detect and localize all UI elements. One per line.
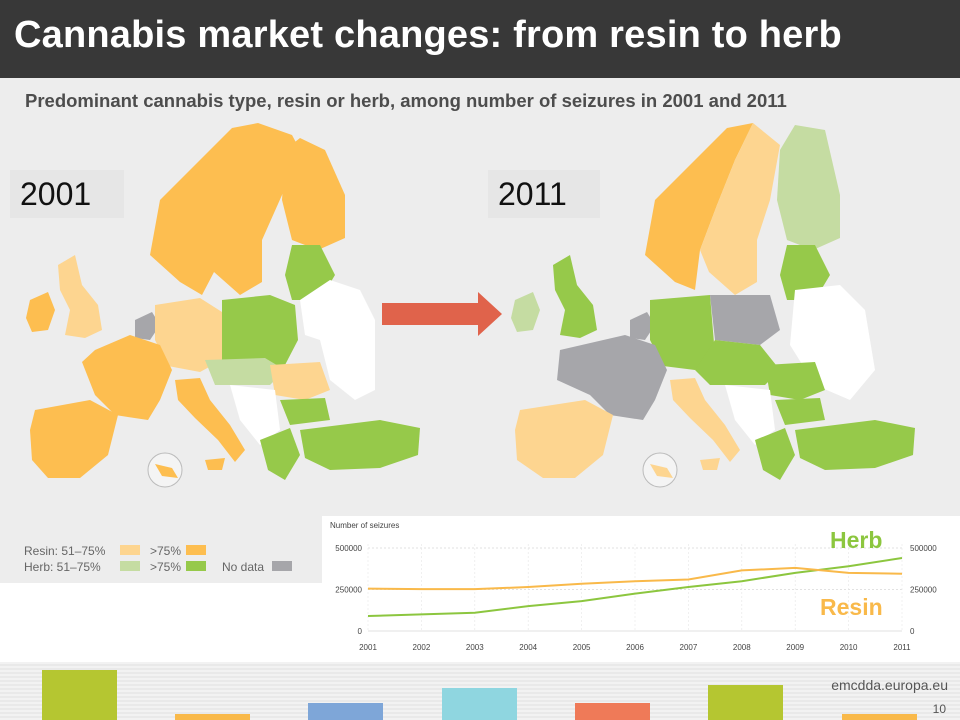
chart-title: Number of seizures xyxy=(330,521,399,530)
title-bar: Cannabis market changes: from resin to h… xyxy=(0,0,960,78)
legend-resin-gt75-label: >75% xyxy=(150,544,182,558)
map-2011-germany xyxy=(650,295,715,370)
map-2001-benelux xyxy=(135,312,160,340)
map-2001-ireland xyxy=(26,292,55,332)
series-line-resin xyxy=(367,566,903,591)
map-2001-balkans xyxy=(230,385,280,445)
x-tick-label: 2011 xyxy=(893,643,911,652)
footer-bar-cyan xyxy=(442,688,517,720)
page-number: 10 xyxy=(932,702,946,716)
x-tick-label: 2008 xyxy=(733,643,751,652)
year-label-2001: 2001 xyxy=(20,176,92,212)
x-tick-label: 2010 xyxy=(840,643,858,652)
year-label-2011: 2011 xyxy=(498,176,567,212)
map-2011-benelux xyxy=(630,312,655,340)
map-2001-uk xyxy=(58,255,102,338)
legend-resin-label: Resin: 51–75% xyxy=(24,544,106,558)
map-2011-norway xyxy=(645,123,753,290)
map-2001-east-non-eu xyxy=(300,280,375,400)
footer-bar-green-1 xyxy=(42,670,117,720)
map-2011-finland xyxy=(777,125,840,250)
legend-herb-gt75-label: >75% xyxy=(150,560,182,574)
y-tick-left: 250000 xyxy=(335,586,362,595)
y-tick-right: 0 xyxy=(910,627,915,636)
footer-bar-blue xyxy=(308,703,383,720)
y-tick-right: 250000 xyxy=(910,586,937,595)
right-arrow-icon xyxy=(382,292,502,336)
map-2011 xyxy=(511,123,915,488)
map-2011-iberia xyxy=(515,400,613,478)
map-2001-central-europe xyxy=(222,295,298,368)
map-2011-romania xyxy=(765,362,825,400)
x-tick-label: 2009 xyxy=(786,643,804,652)
x-tick-label: 2001 xyxy=(359,643,377,652)
map-2011-sweden xyxy=(700,123,780,295)
x-tick-label: 2007 xyxy=(680,643,698,652)
map-2001-austria-hungary xyxy=(205,358,285,385)
legend-herb-gt75-swatch xyxy=(186,561,206,571)
map-2011-uk xyxy=(553,255,597,338)
y-tick-left: 0 xyxy=(358,627,363,636)
map-2011-greece xyxy=(755,428,795,480)
legend-resin-gt75-swatch xyxy=(186,545,206,555)
website-link[interactable]: emcdda.europa.eu xyxy=(831,677,948,693)
footer-bar-red xyxy=(575,703,650,720)
map-2001-finland xyxy=(282,138,345,250)
map-2001-turkey xyxy=(300,420,420,470)
map-2001-germany xyxy=(155,298,222,372)
x-tick-label: 2004 xyxy=(519,643,537,652)
map-2001-sicily xyxy=(205,458,225,470)
legend-no-data-swatch xyxy=(272,561,292,571)
map-2011-italy xyxy=(670,378,740,462)
x-tick-label: 2006 xyxy=(626,643,644,652)
seizures-line-chart: Number of seizures 500000 500000 250000 2500… xyxy=(322,516,960,661)
map-2001-romania xyxy=(270,362,330,400)
map-2001-greece xyxy=(260,428,300,480)
year-label-2001-box: 2001 xyxy=(10,170,124,218)
footer-bar-yellow-1 xyxy=(175,714,250,720)
map-2011-turkey xyxy=(795,420,915,470)
x-tick-label: 2005 xyxy=(573,643,591,652)
legend-herb-51-75-swatch xyxy=(120,561,140,571)
footer-bar-green-2 xyxy=(708,685,783,720)
map-2001-bulgaria xyxy=(280,398,330,425)
map-2011-balkans xyxy=(725,385,775,445)
map-2001-scandinavia xyxy=(150,123,300,295)
map-2001-france xyxy=(82,335,172,420)
x-tick-label: 2002 xyxy=(413,643,431,652)
footer-bar-yellow-2 xyxy=(842,714,917,720)
map-2011-ireland xyxy=(511,292,540,332)
map-2001-italy xyxy=(175,378,245,462)
footer-band xyxy=(0,662,960,720)
year-label-2011-box: 2011 xyxy=(488,170,600,218)
maps-figure xyxy=(26,123,915,488)
series-label-herb: Herb xyxy=(830,527,883,553)
y-tick-right: 500000 xyxy=(910,544,937,553)
x-tick-label: 2003 xyxy=(466,643,484,652)
map-2001 xyxy=(26,123,420,488)
legend-resin-51-75-swatch xyxy=(120,545,140,555)
slide-title: Cannabis market changes: from resin to h… xyxy=(14,14,842,56)
series-line-herb xyxy=(367,556,903,618)
map-2001-iberia xyxy=(30,400,118,478)
map-2011-bulgaria xyxy=(775,398,825,425)
map-2011-baltic-states xyxy=(780,245,830,300)
map-2011-france xyxy=(557,335,667,420)
map-2011-central-europe xyxy=(695,340,780,385)
legend-no-data-label: No data xyxy=(222,560,265,574)
legend-herb-label: Herb: 51–75% xyxy=(24,560,101,574)
map-2011-poland xyxy=(710,295,780,345)
slide-subtitle: Predominant cannabis type, resin or herb… xyxy=(25,90,787,111)
map-2011-sicily xyxy=(700,458,720,470)
series-label-resin: Resin xyxy=(820,594,883,620)
y-tick-left: 500000 xyxy=(335,544,362,553)
